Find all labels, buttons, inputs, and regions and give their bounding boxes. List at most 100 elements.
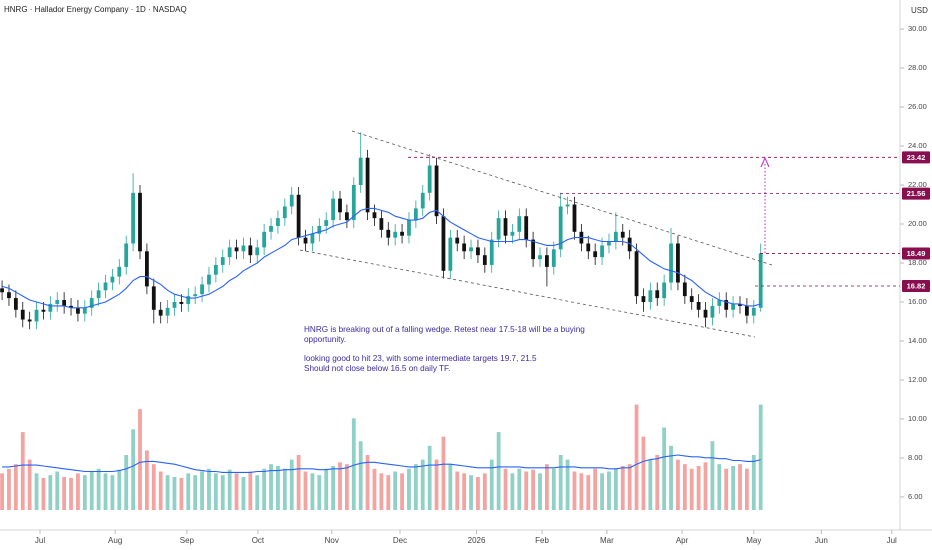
candles-layer bbox=[0, 132, 763, 330]
volume-bar bbox=[696, 466, 701, 510]
x-tick-label: Jul bbox=[35, 536, 45, 545]
volume-bar bbox=[517, 468, 522, 510]
volume-bar bbox=[462, 473, 467, 510]
candle-body bbox=[296, 194, 301, 238]
x-tick-label: Nov bbox=[325, 536, 339, 545]
volume-bar bbox=[69, 477, 73, 510]
volume-bar bbox=[441, 436, 446, 510]
candle-body bbox=[586, 243, 591, 252]
x-tick-label: Oct bbox=[252, 536, 265, 545]
volume-bar bbox=[620, 466, 625, 510]
y-tick-label: 28.00 bbox=[908, 63, 927, 72]
candle-body bbox=[138, 192, 142, 252]
volume-bar bbox=[676, 459, 680, 510]
level-label: 21.56 bbox=[907, 189, 926, 198]
candle-body bbox=[462, 243, 467, 252]
x-tick-label: Aug bbox=[108, 536, 122, 545]
candle-body bbox=[372, 212, 377, 219]
volume-average bbox=[2, 454, 761, 473]
volume-bar bbox=[310, 473, 315, 510]
candle-body bbox=[262, 231, 267, 248]
volume-bar bbox=[662, 427, 667, 510]
volume-bar bbox=[386, 475, 391, 510]
candle-body bbox=[13, 298, 18, 310]
volume-bar bbox=[234, 473, 239, 510]
volume-bar bbox=[558, 455, 563, 510]
candle-body bbox=[269, 225, 273, 232]
volume-bar bbox=[55, 471, 60, 510]
candle-body bbox=[724, 300, 729, 310]
candle-body bbox=[200, 284, 204, 295]
candle-body bbox=[241, 245, 246, 252]
x-tick-label: Apr bbox=[676, 536, 689, 545]
volume-bar bbox=[634, 404, 639, 510]
candle-body bbox=[413, 208, 418, 221]
candle-body bbox=[7, 292, 11, 299]
candle-body bbox=[124, 243, 129, 267]
candle-body bbox=[386, 229, 391, 238]
x-tick-label: Jun bbox=[815, 536, 828, 545]
annotation-line: HNRG is breaking out of a falling wedge.… bbox=[304, 325, 585, 334]
candle-body bbox=[220, 257, 225, 265]
candle-body bbox=[600, 245, 604, 258]
candle-body bbox=[0, 288, 4, 293]
volume-bar bbox=[358, 441, 363, 510]
volume-bar bbox=[372, 468, 377, 510]
candle-body bbox=[186, 296, 191, 304]
volume-bar bbox=[745, 468, 749, 510]
volume-bar bbox=[82, 475, 87, 510]
candle-body bbox=[482, 255, 487, 265]
candle-body bbox=[365, 157, 370, 213]
candle-body bbox=[213, 264, 218, 275]
volume-bar bbox=[379, 473, 384, 510]
volume-bar bbox=[738, 464, 742, 510]
wedge-lower-line bbox=[299, 249, 756, 338]
candle-body bbox=[448, 237, 453, 271]
candle-body bbox=[193, 294, 198, 297]
candle-body bbox=[276, 218, 280, 226]
volume-bar bbox=[469, 475, 473, 510]
volume-layer bbox=[0, 404, 763, 510]
volume-bar bbox=[220, 475, 225, 510]
candle-body bbox=[696, 301, 701, 310]
volume-bar bbox=[338, 462, 342, 510]
wedge-upper-line bbox=[351, 130, 773, 266]
level-badge bbox=[902, 247, 930, 260]
candle-body bbox=[455, 237, 460, 244]
candle-body bbox=[165, 307, 170, 316]
y-tick-label: 20.00 bbox=[908, 219, 927, 228]
candle-body bbox=[227, 247, 232, 258]
y-tick-label: 8.00 bbox=[908, 453, 923, 462]
volume-bar bbox=[151, 464, 156, 510]
candle-body bbox=[310, 233, 315, 244]
candle-body bbox=[441, 216, 446, 271]
volume-bar bbox=[34, 473, 39, 510]
volume-bar bbox=[213, 473, 218, 510]
candle-body bbox=[358, 157, 363, 186]
volume-bar bbox=[751, 455, 756, 510]
annotation-line: Should not close below 16.5 on daily TF. bbox=[304, 364, 450, 373]
candle-body bbox=[434, 165, 439, 217]
candle-body bbox=[234, 247, 239, 252]
candle-body bbox=[489, 239, 494, 265]
volume-bar bbox=[545, 464, 549, 510]
volume-bar bbox=[117, 469, 122, 510]
volume-bar bbox=[131, 429, 135, 510]
volume-bar bbox=[145, 450, 149, 510]
candle-body bbox=[351, 185, 356, 221]
candle-body bbox=[758, 253, 763, 308]
falling-wedge bbox=[299, 130, 773, 338]
volume-bar bbox=[27, 459, 32, 510]
y-tick-label: 24.00 bbox=[908, 141, 927, 150]
candle-body bbox=[565, 204, 570, 207]
volume-bar bbox=[324, 468, 329, 510]
candle-body bbox=[538, 255, 542, 260]
candle-body bbox=[158, 309, 163, 316]
candle-body bbox=[110, 276, 115, 283]
ma-layer bbox=[1, 207, 761, 309]
volume-bar bbox=[413, 464, 418, 510]
volume-bar bbox=[593, 468, 598, 510]
candle-body bbox=[179, 301, 184, 304]
volume-bar bbox=[317, 475, 322, 510]
annotation-line: looking good to hit 23, with some interm… bbox=[304, 354, 537, 363]
